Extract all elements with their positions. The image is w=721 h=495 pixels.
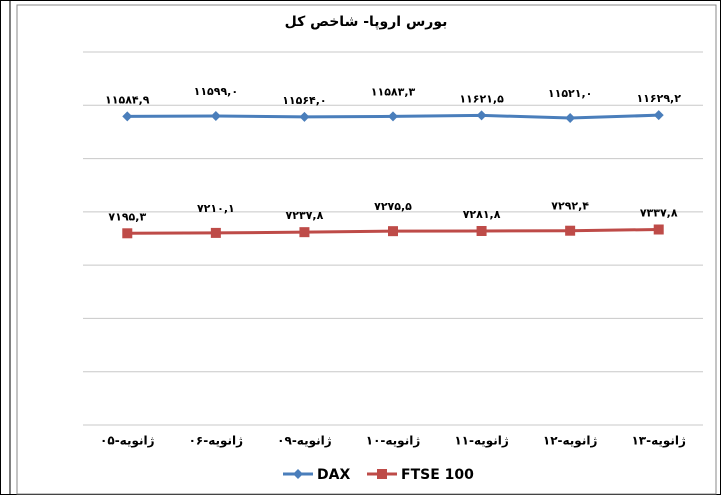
chart-area xyxy=(16,4,717,495)
x-tick-label: ژانویه-۱۱ xyxy=(454,434,509,449)
legend-label: DAX xyxy=(317,467,350,483)
marker xyxy=(299,111,310,122)
data-label: ۱۱۵۸۴,۹ xyxy=(105,93,150,106)
marker xyxy=(476,110,487,121)
legend-label: FTSE 100 xyxy=(401,467,474,483)
x-tick-label: ژانویه-۱۲ xyxy=(543,434,598,449)
marker xyxy=(299,227,310,238)
marker xyxy=(377,469,387,479)
marker xyxy=(210,227,221,238)
data-label: ۷۲۸۱,۸ xyxy=(463,208,501,221)
marker xyxy=(122,111,133,122)
marker xyxy=(122,228,133,239)
data-label: ۱۱۵۹۹,۰ xyxy=(194,85,238,98)
marker xyxy=(653,224,664,235)
marker xyxy=(565,113,576,124)
data-label: ۷۲۱۰,۱ xyxy=(197,202,235,215)
chart-title: بورس اروپا- شاخص کل xyxy=(285,14,448,30)
data-label: ۷۲۹۲,۴ xyxy=(551,200,589,213)
data-label: ۷۲۷۵,۵ xyxy=(374,200,412,213)
marker xyxy=(476,225,487,236)
x-tick-label: ژانویه-۱۳ xyxy=(631,434,686,449)
x-tick-label: ژانویه-۱۰ xyxy=(366,434,421,449)
data-label: ۷۱۹۵,۳ xyxy=(108,210,146,223)
data-label: ۱۱۵۶۴,۰ xyxy=(282,94,326,107)
marker xyxy=(293,469,303,479)
data-label: ۷۲۳۷,۸ xyxy=(286,209,324,222)
marker xyxy=(388,226,398,237)
data-label: ۱۱۵۸۳,۳ xyxy=(371,85,416,98)
data-label: ۱۱۶۲۱,۵ xyxy=(459,92,504,105)
x-tick-label: ژانویه-۰۶ xyxy=(189,434,244,449)
x-tick-label: ژانویه-۰۵ xyxy=(100,434,155,449)
marker xyxy=(565,225,576,236)
data-label: ۷۳۳۷,۸ xyxy=(640,207,678,220)
x-tick-label: ژانویه-۰۹ xyxy=(277,434,332,449)
marker xyxy=(653,110,664,121)
data-label: ۱۱۶۲۹,۲ xyxy=(636,92,681,105)
data-label: ۱۱۵۲۱,۰ xyxy=(548,87,592,100)
marker xyxy=(210,110,221,121)
marker xyxy=(388,111,398,122)
